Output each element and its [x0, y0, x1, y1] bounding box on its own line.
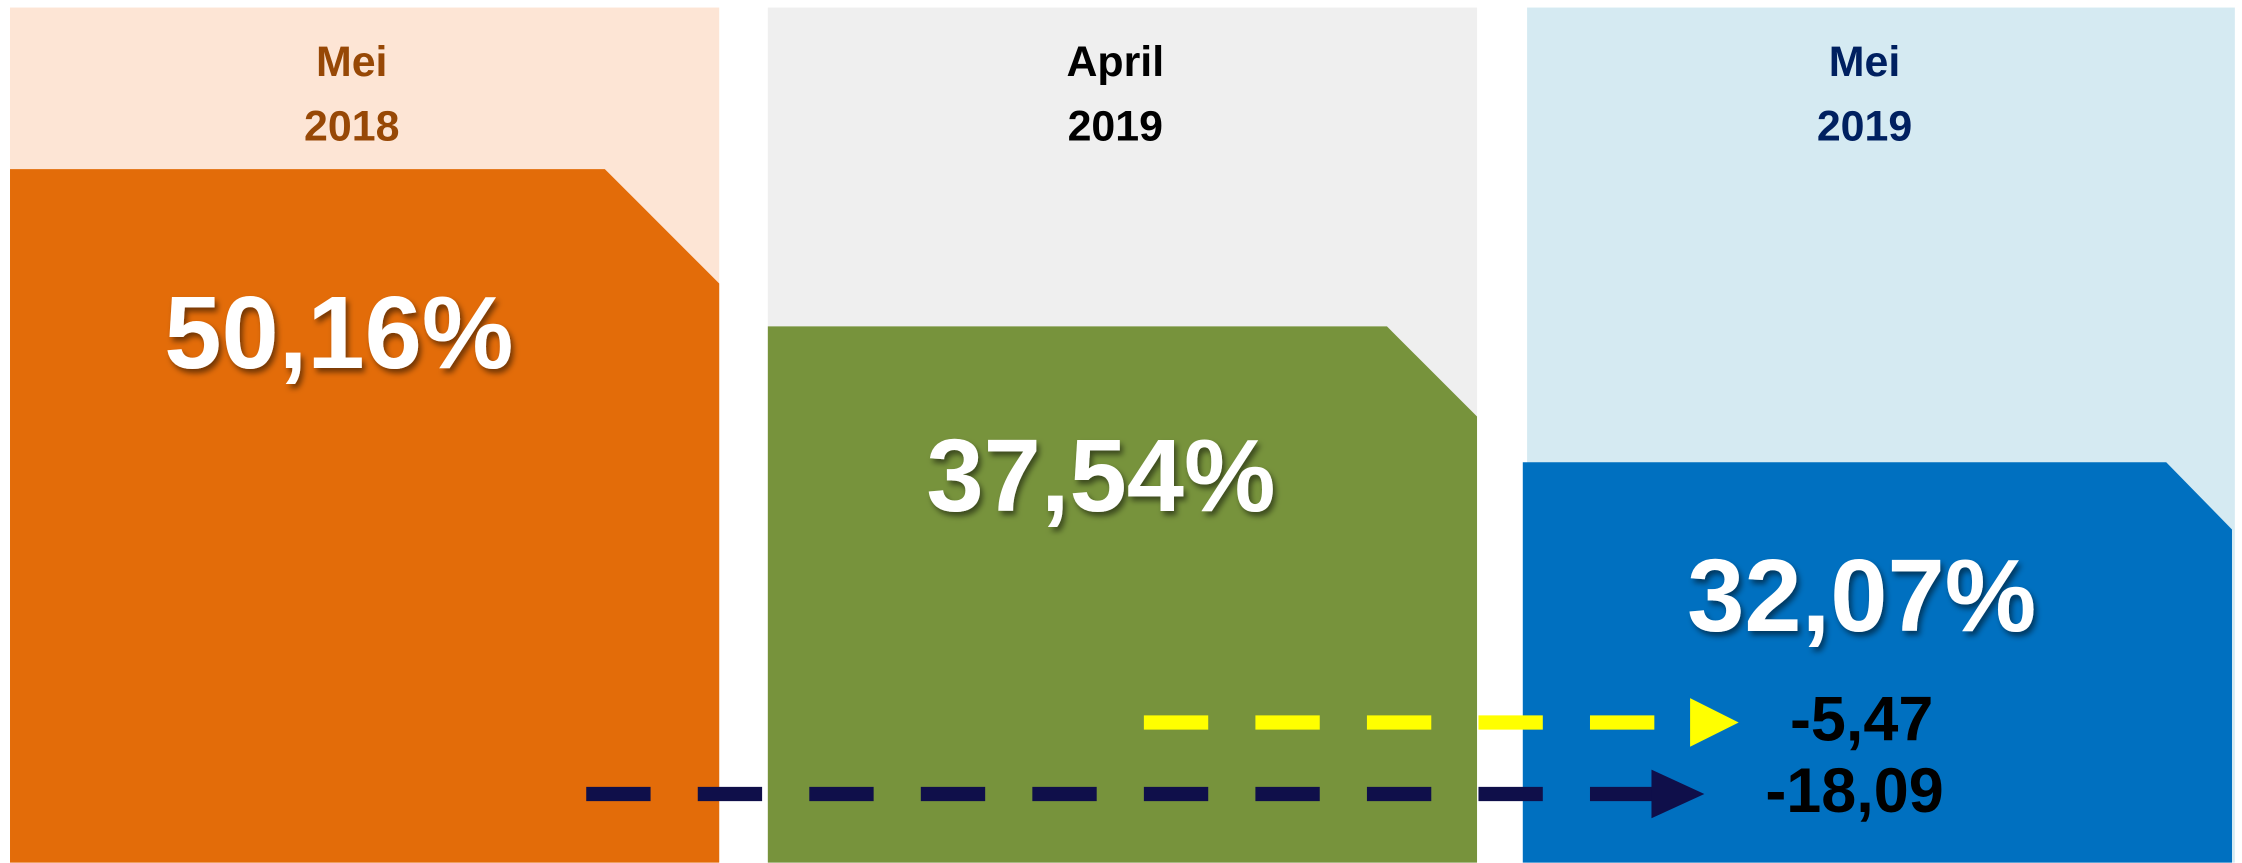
panel-month: April	[1066, 38, 1164, 86]
panel-block	[10, 169, 720, 863]
panel-block	[1522, 462, 2232, 863]
panel-value: 37,54%	[926, 418, 1275, 533]
panel-value: 50,16%	[164, 275, 513, 390]
panel-value: 32,07%	[1687, 538, 2036, 653]
panel-block	[767, 326, 1478, 863]
yellow-arrowhead	[1690, 698, 1739, 747]
panel-month: Mei	[1829, 38, 1900, 86]
navy-arrowhead	[1651, 769, 1705, 819]
change-label: -5,47	[1790, 685, 1933, 755]
panel-year: 2019	[1817, 102, 1912, 150]
change-label: -18,09	[1765, 756, 1943, 826]
panel-year: 2018	[304, 102, 399, 150]
panel-month: Mei	[316, 38, 387, 86]
panel-year: 2019	[1068, 102, 1163, 150]
